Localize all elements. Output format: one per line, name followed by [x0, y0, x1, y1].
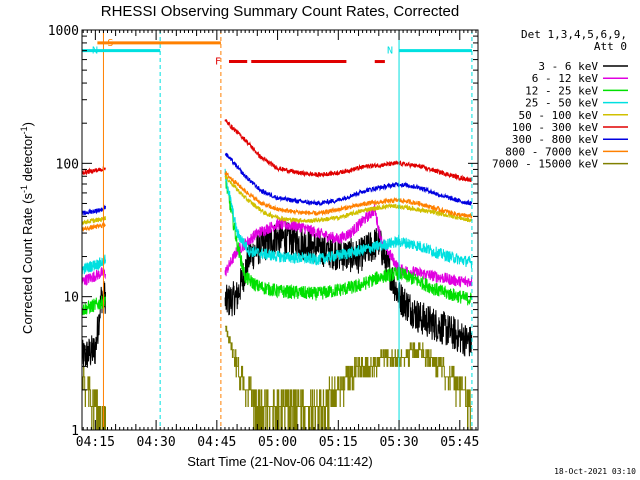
legend-label: 50 - 100 keV — [519, 109, 599, 122]
legend-label: 3 - 6 keV — [538, 60, 598, 73]
series-line — [82, 168, 473, 275]
status-label: F — [215, 57, 221, 68]
legend-label: 7000 - 15000 keV — [492, 158, 598, 171]
series-12-25-kev — [82, 170, 473, 316]
x-tick-label: 04:45 — [197, 435, 236, 450]
axes-layer: 1 10 100 1000 04:15 04:30 04:45 05:00 05:15 05:30… — [48, 24, 480, 450]
series-7000-15000-kev — [82, 325, 472, 430]
x-tick-label: 05:00 — [258, 435, 297, 450]
y-axis-label-sup: -1 — [19, 185, 29, 193]
legend-label: 25 - 50 keV — [525, 97, 598, 110]
x-tick-label: 04:15 — [76, 435, 115, 450]
legend-label: 300 - 800 keV — [512, 133, 598, 146]
x-tick-label: 04:30 — [137, 435, 176, 450]
y-axis-label: Corrected Count Rate (s-1 detector-1) — [19, 122, 35, 334]
x-axis-label: Start Time (21-Nov-06 04:11:42) — [187, 454, 372, 469]
series-300-800-kev — [82, 152, 473, 216]
y-axis-label-part: detector — [20, 134, 35, 185]
y-axis-label-sup: -1 — [19, 126, 29, 134]
series-800-7000-kev — [82, 170, 473, 232]
series-layer — [82, 118, 473, 430]
legend-label: 6 - 12 keV — [532, 72, 599, 85]
series-line — [82, 175, 473, 226]
series-line — [82, 170, 473, 232]
x-tick-label: 05:45 — [440, 435, 479, 450]
plot-frame — [81, 29, 479, 431]
series-line — [82, 170, 473, 316]
series-line — [82, 118, 473, 183]
legend-label: 100 - 300 keV — [512, 121, 598, 134]
status-label: N — [387, 46, 393, 57]
status-label: N — [92, 46, 98, 57]
legend-label: 800 - 7000 keV — [505, 145, 598, 158]
status-label: S — [107, 38, 113, 49]
chart-title: RHESSI Observing Summary Count Rates, Co… — [101, 3, 459, 20]
y-axis-label-part: Corrected Count Rate (s — [20, 193, 35, 334]
y-tick-label: 1000 — [48, 24, 79, 39]
y-tick-label: 1 — [71, 424, 79, 439]
series-50-100-kev — [82, 175, 473, 226]
series-25-50-kev — [82, 168, 473, 275]
legend-detectors: Det 1,3,4,5,6,9, — [521, 28, 627, 41]
x-tick-label: 05:15 — [319, 435, 358, 450]
y-tick-label: 10 — [63, 291, 79, 306]
legend-label: 12 - 25 keV — [525, 84, 598, 97]
x-tick-label: 05:30 — [379, 435, 418, 450]
series-line — [82, 325, 472, 430]
series-line — [82, 204, 473, 288]
legend-attenuator: Att 0 — [594, 40, 627, 53]
series-line — [82, 152, 473, 216]
series-6-12-kev — [82, 204, 473, 288]
y-axis-label-part: ) — [20, 122, 35, 126]
y-tick-label: 100 — [56, 157, 79, 172]
generation-timestamp: 18-Oct-2021 03:10 — [554, 467, 636, 476]
series-100-300-kev — [82, 118, 473, 183]
